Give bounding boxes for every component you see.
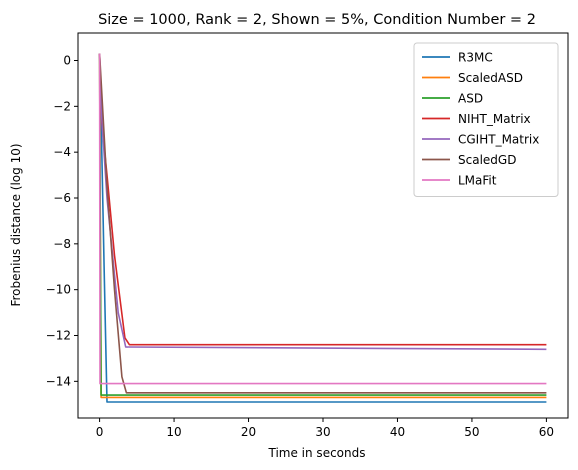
x-tick-label: 0 [96,425,104,439]
y-tick-label: −2 [53,99,71,113]
y-axis-label: Frobenius distance (log 10) [9,143,23,306]
y-tick-label: 0 [63,54,71,68]
y-tick-label: −12 [46,329,71,343]
legend-entry: ScaledASD [458,71,523,85]
legend-frame [413,42,559,197]
y-tick-label: −8 [53,237,71,251]
x-tick-label: 60 [539,425,554,439]
x-axis-label: Time in seconds [268,446,366,460]
x-axis: 0 10 20 30 40 50 60 [96,418,554,439]
y-tick-label: −14 [46,374,71,388]
legend: R3MC ScaledASD ASD NIHT_Matrix CGIHT_Matrix S… [413,42,559,197]
legend-entry: CGIHT_Matrix [458,133,539,147]
series-line-r3mc [98,53,547,403]
y-tick-label: −4 [53,145,71,159]
y-axis: 0 −2 −4 −6 −8 −10 −12 −14 [46,54,78,388]
x-tick-label: 30 [315,425,330,439]
y-tick-label: −6 [53,191,71,205]
legend-entry: ScaledGD [458,153,516,167]
series-line-lmafit [98,53,547,385]
x-tick-label: 20 [241,425,256,439]
x-tick-label: 50 [464,425,479,439]
series-line-scaledgd [98,53,547,394]
x-tick-label: 10 [166,425,181,439]
legend-entry: NIHT_Matrix [458,112,531,126]
legend-entry: LMaFit [458,174,497,188]
chart-title: Size = 1000, Rank = 2, Shown = 5%, Condi… [98,12,536,28]
legend-entry: R3MC [458,51,493,65]
x-tick-label: 40 [390,425,405,439]
plot-area [98,53,547,403]
y-tick-label: −10 [46,283,71,297]
legend-entry: ASD [458,92,483,106]
